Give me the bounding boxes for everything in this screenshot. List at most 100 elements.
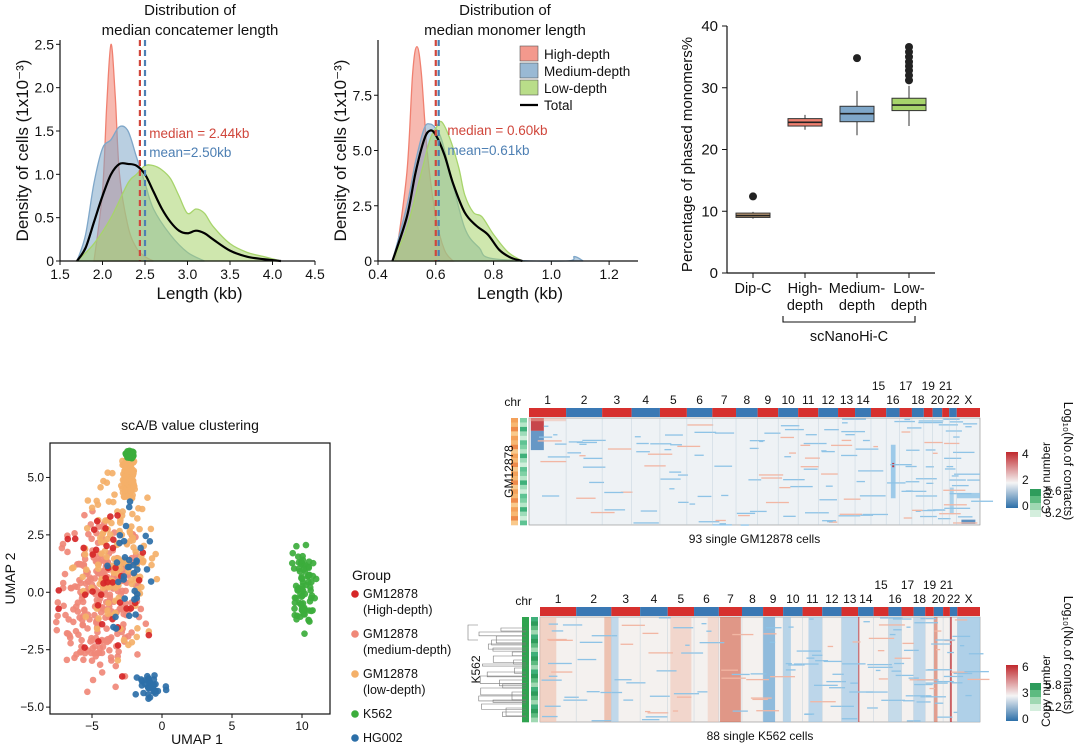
copy-number-block [890, 444, 896, 499]
umap-point [88, 504, 96, 512]
umap-point [66, 632, 73, 639]
copy-number-segment [694, 431, 717, 433]
contacts-tick-label: 5.6 [1045, 484, 1062, 498]
umap-point [83, 566, 90, 573]
copy-number-segment [765, 501, 789, 504]
umap-point [104, 562, 111, 570]
copy-number-segment [951, 671, 968, 673]
copy-number-segment [649, 695, 670, 697]
copy-number-segment [909, 679, 935, 681]
y-axis-label: Percentage of phased monomers% [679, 37, 696, 272]
umap-point [144, 494, 151, 502]
copy-number-segment [839, 513, 863, 515]
y-tick-label: 5.0 [353, 143, 373, 159]
copy-number-segment [821, 473, 838, 475]
umap-point [116, 531, 124, 539]
copy-number-block [707, 617, 719, 722]
copy-number-segment [842, 418, 866, 420]
x-tick-label: 0.8 [484, 266, 504, 282]
copy-number-block [530, 430, 544, 451]
legend-label: Total [544, 98, 573, 113]
dendrogram-branch [482, 663, 526, 667]
copy-number-segment [738, 514, 750, 517]
umap-point [59, 579, 67, 587]
umap-point [85, 530, 92, 538]
contacts-annotation-cell [522, 617, 529, 622]
umap-point [107, 634, 115, 641]
copy-number-segment [943, 675, 964, 678]
chromosome-band [932, 408, 943, 417]
copy-number-segment [841, 718, 858, 720]
y-tick-label: 2.5 [27, 528, 44, 542]
copy-number-segment [576, 441, 597, 444]
chromosome-band [858, 607, 874, 616]
umap-point [102, 574, 110, 582]
umap-point [121, 486, 129, 494]
umap-point [307, 594, 315, 602]
y-tick-label: 2.5 [353, 198, 373, 214]
umap-point [142, 532, 150, 540]
copy-number-segment [697, 495, 712, 498]
chr-label: chr [515, 594, 532, 608]
copy-number-segment [918, 420, 944, 422]
copy-number-segment [783, 479, 805, 481]
copy-number-segment [712, 524, 732, 526]
umap-point [103, 542, 110, 550]
umap-point [109, 544, 117, 552]
chromosome-band [802, 607, 823, 616]
dendrogram-branch [487, 643, 526, 650]
umap-point [305, 558, 313, 565]
umap-point [145, 695, 152, 703]
umap-point [89, 588, 96, 595]
copy-number-segment [648, 652, 673, 654]
box-outlier [853, 54, 861, 63]
umap-point [67, 639, 74, 647]
copy-number-segment [620, 491, 633, 493]
row-group-label: K562 [469, 655, 483, 683]
umap-point [95, 615, 102, 622]
x-tick-label: 0.4 [368, 266, 388, 282]
copy-number-segment [825, 485, 833, 487]
copy-number-segment [541, 679, 562, 681]
copy-number-segment [924, 441, 943, 444]
copy-number-segment [822, 520, 837, 522]
copy-number-segment [810, 701, 836, 703]
chromosome-label: 6 [703, 592, 710, 606]
umap-point [141, 680, 149, 688]
chart-title: scA/B value clustering [121, 417, 259, 433]
contacts-annotation-cell [511, 462, 518, 468]
chromosome-label: 2 [581, 393, 588, 407]
umap-point [129, 510, 136, 518]
contacts-annotation-cell [520, 511, 527, 517]
copy-number-segment [906, 626, 911, 628]
umap-point [132, 611, 139, 618]
row-group-label: GM12878 [502, 445, 516, 498]
copy-number-segment [579, 455, 586, 457]
annotation-1: mean=0.61kb [447, 143, 529, 158]
contacts-annotation-cell [511, 440, 518, 446]
contacts-legend-swatch [1030, 489, 1041, 496]
umap-point [133, 674, 141, 681]
copy-number-segment [785, 662, 792, 665]
copy-number-segment [785, 669, 796, 671]
umap-point [152, 550, 159, 558]
umap-point [127, 487, 135, 495]
copy-number-segment [868, 637, 895, 640]
copy-number-segment [954, 473, 980, 475]
copy-number-segment [750, 673, 767, 675]
colorbar-tick-label: 2 [1022, 473, 1029, 487]
y-tick-label: 40 [701, 18, 718, 35]
chromosome-band [913, 607, 926, 616]
copy-number-segment [925, 466, 934, 468]
copy-number-segment [902, 700, 915, 702]
umap-point [53, 626, 61, 634]
umap-point [137, 544, 144, 552]
umap-point [302, 541, 310, 549]
legend-label: GM12878 [363, 627, 418, 641]
umap-point [114, 578, 122, 586]
copy-number-segment [626, 682, 646, 684]
umap-point [78, 636, 85, 644]
umap-scatter: scA/B value clustering −5 0 5 10 −5.0 −2.5 0.0… [2, 417, 451, 753]
dendrogram-branch [491, 639, 526, 646]
contacts-annotation-cell [520, 484, 527, 490]
